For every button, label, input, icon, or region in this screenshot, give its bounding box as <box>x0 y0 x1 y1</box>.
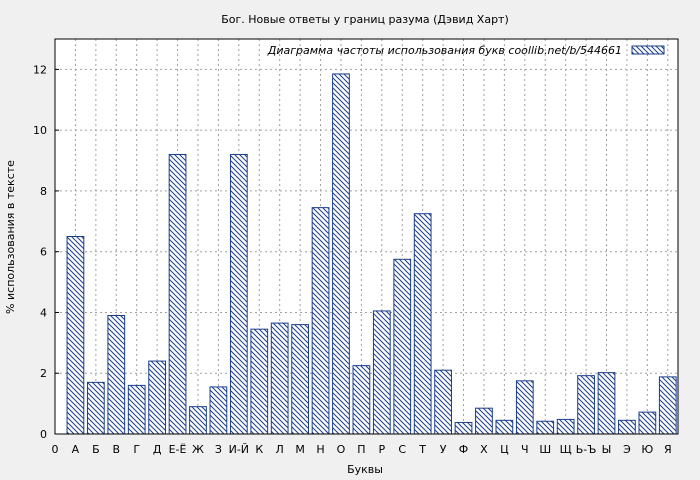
y-axis-label: % использования в тексте <box>4 160 17 314</box>
x-tick-label: Н <box>316 443 324 456</box>
bar-Я <box>658 376 677 435</box>
x-tick-label: Ы <box>602 443 612 456</box>
bar-Ж <box>189 406 207 435</box>
y-tick-label: 4 <box>40 306 47 319</box>
x-tick-label: А <box>72 443 80 456</box>
bar-З <box>209 386 228 435</box>
y-tick-label: 10 <box>33 124 47 137</box>
bar-Ы <box>597 372 616 435</box>
x-tick-label: Е-Ё <box>169 443 187 456</box>
x-tick-label: К <box>255 443 263 456</box>
bar-Ц <box>495 419 514 435</box>
x-axis-ticks: 0 А Б В Г Д Е-Ё Ж З И-Й К Л М Н О П Р С Т У Ф Х Ц Ч Ш Щ Ь-Ъ Ы Э Ю Я <box>52 443 672 456</box>
x-tick-label: В <box>113 443 121 456</box>
bar-Э <box>618 419 636 435</box>
x-tick-label: Ц <box>500 443 509 456</box>
x-tick-label: Ь-Ъ <box>576 443 597 456</box>
y-axis-ticks: 0 2 4 6 8 10 12 <box>33 63 59 441</box>
bar-Ю <box>638 411 657 435</box>
bar-Щ <box>556 418 575 435</box>
bar-И-Й <box>229 153 248 435</box>
x-tick-label: С <box>398 443 406 456</box>
y-tick-label: 2 <box>40 367 47 380</box>
x-tick-label: Ш <box>539 443 551 456</box>
bar-Р <box>372 310 391 435</box>
x-axis-label: Буквы <box>347 463 383 476</box>
x-tick-label: Д <box>153 443 162 456</box>
bar-Х <box>475 407 493 435</box>
bar-К <box>250 328 269 435</box>
bar-Ь-Ъ <box>577 375 595 435</box>
bar-У <box>434 369 452 435</box>
x-tick-label: Х <box>480 443 488 456</box>
x-tick-label: Л <box>276 443 284 456</box>
bar-Н <box>311 207 330 435</box>
x-tick-label: О <box>337 443 346 456</box>
bar-Д <box>148 360 167 435</box>
x-tick-label: Ф <box>459 443 468 456</box>
bar-Ф <box>454 421 473 435</box>
gridlines <box>55 39 678 434</box>
bars <box>66 73 677 435</box>
y-tick-label: 12 <box>33 63 47 76</box>
bar-Е-Ё <box>168 153 187 435</box>
x-tick-label: 0 <box>52 443 59 456</box>
x-tick-label: П <box>357 443 365 456</box>
y-tick-label: 6 <box>40 246 47 259</box>
x-tick-label: Ч <box>521 443 529 456</box>
bar-Т <box>413 213 432 435</box>
bar-М <box>291 324 309 435</box>
x-tick-label: Г <box>133 443 140 456</box>
bar-Ш <box>536 420 555 435</box>
bar-О <box>332 73 350 435</box>
x-tick-label: Ю <box>641 443 653 456</box>
bar-Б <box>86 381 105 435</box>
x-tick-label: Б <box>92 443 100 456</box>
x-tick-label: Щ <box>560 443 572 456</box>
y-tick-label: 8 <box>40 185 47 198</box>
x-tick-label: Э <box>623 443 631 456</box>
legend: Диаграмма частоты использования букв coo… <box>267 44 665 57</box>
bar-С <box>393 258 412 435</box>
x-tick-label: З <box>215 443 222 456</box>
x-tick-label: И-Й <box>229 443 249 456</box>
bar-А <box>66 236 85 435</box>
x-tick-label: У <box>440 443 447 456</box>
x-tick-label: Т <box>418 443 426 456</box>
x-tick-label: Я <box>664 443 672 456</box>
bar-Г <box>127 384 146 435</box>
bar-П <box>352 365 371 435</box>
x-tick-label: М <box>295 443 305 456</box>
x-tick-label: Р <box>378 443 385 456</box>
y-tick-label: 0 <box>40 428 47 441</box>
bar-В <box>107 315 126 435</box>
bar-Ч <box>515 380 534 435</box>
chart-title: Бог. Новые ответы у границ разума (Дэвид… <box>221 13 509 26</box>
plot-frame <box>54 38 679 435</box>
x-tick-label: Ж <box>192 443 204 456</box>
legend-swatch <box>631 45 665 55</box>
bar-Л <box>270 322 289 435</box>
legend-label: Диаграмма частоты использования букв coo… <box>267 44 622 57</box>
